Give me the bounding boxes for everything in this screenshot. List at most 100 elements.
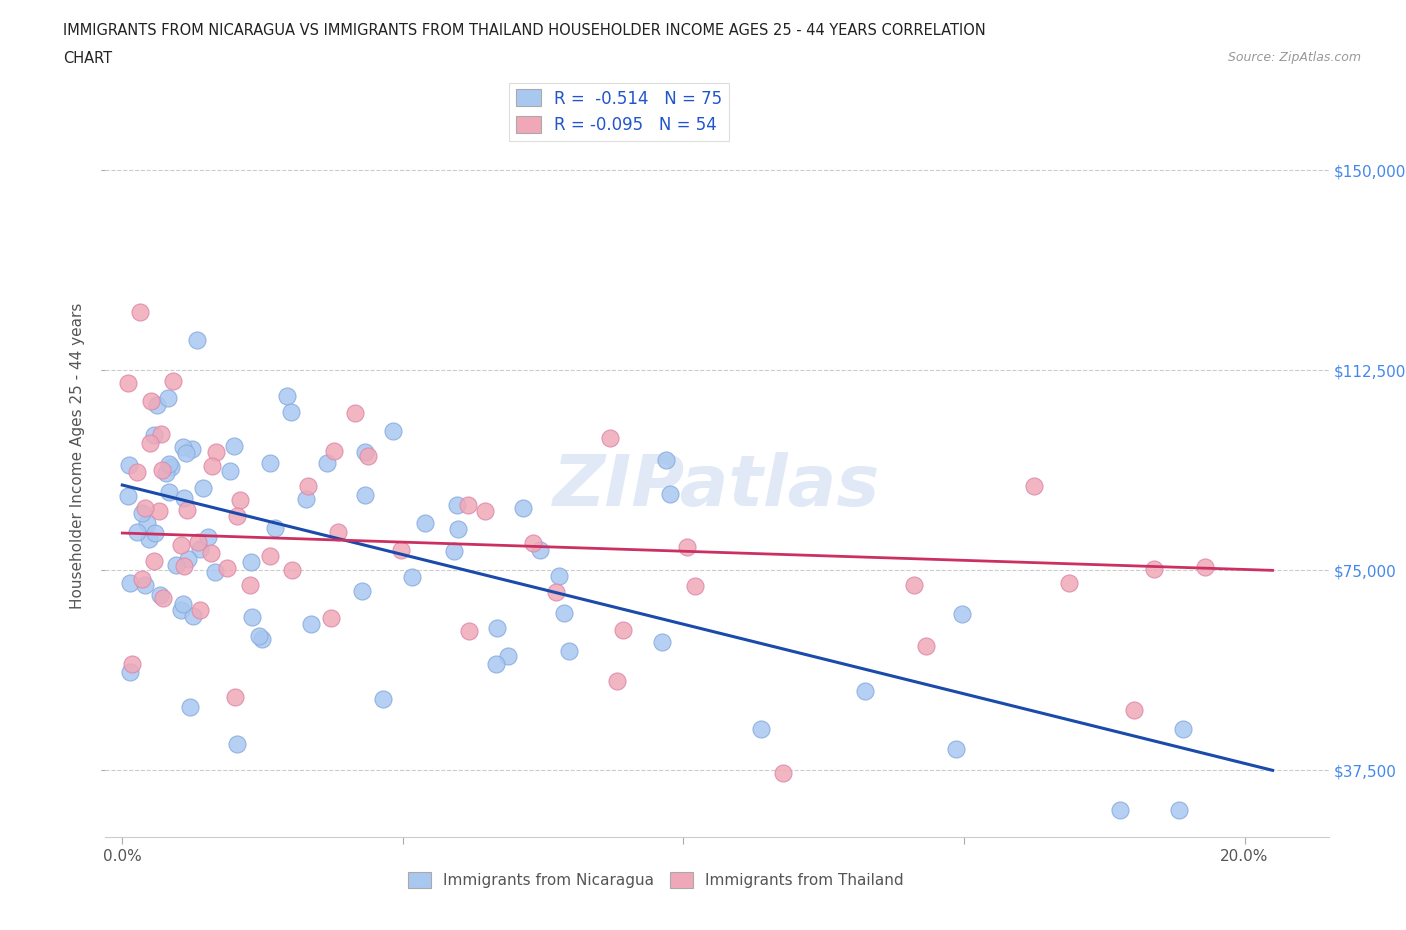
- Immigrants from Nicaragua: [239, 554, 262, 569]
- Immigrants from Nicaragua: [157, 457, 180, 472]
- Immigrants from Thailand: [134, 500, 156, 515]
- Immigrants from Nicaragua: [496, 649, 519, 664]
- Immigrants from Nicaragua: [159, 459, 181, 474]
- Immigrants from Nicaragua: [353, 445, 375, 459]
- Immigrants from Nicaragua: [186, 333, 208, 348]
- Immigrants from Nicaragua: [191, 481, 214, 496]
- Immigrants from Nicaragua: [259, 456, 281, 471]
- Immigrants from Thailand: [546, 585, 568, 600]
- Legend: Immigrants from Nicaragua, Immigrants from Thailand: Immigrants from Nicaragua, Immigrants fr…: [402, 866, 910, 894]
- Immigrants from Thailand: [205, 445, 228, 459]
- Text: ZIPatlas: ZIPatlas: [554, 452, 880, 521]
- Immigrants from Thailand: [357, 449, 380, 464]
- Immigrants from Nicaragua: [950, 606, 973, 621]
- Immigrants from Nicaragua: [240, 609, 263, 624]
- Immigrants from Thailand: [129, 304, 152, 319]
- Immigrants from Thailand: [226, 508, 249, 523]
- Immigrants from Nicaragua: [655, 453, 678, 468]
- Immigrants from Thailand: [187, 535, 209, 550]
- Immigrants from Thailand: [1022, 479, 1045, 494]
- Immigrants from Thailand: [125, 465, 148, 480]
- Immigrants from Nicaragua: [145, 397, 167, 412]
- Text: CHART: CHART: [63, 51, 112, 66]
- Immigrants from Thailand: [1123, 703, 1146, 718]
- Immigrants from Thailand: [150, 462, 173, 477]
- Immigrants from Nicaragua: [173, 490, 195, 505]
- Immigrants from Nicaragua: [155, 465, 177, 480]
- Immigrants from Nicaragua: [165, 558, 187, 573]
- Immigrants from Nicaragua: [443, 543, 465, 558]
- Immigrants from Thailand: [150, 426, 173, 441]
- Immigrants from Thailand: [903, 578, 925, 592]
- Immigrants from Nicaragua: [222, 438, 245, 453]
- Immigrants from Nicaragua: [658, 486, 681, 501]
- Immigrants from Nicaragua: [401, 569, 423, 584]
- Immigrants from Nicaragua: [381, 424, 404, 439]
- Immigrants from Nicaragua: [157, 485, 180, 499]
- Immigrants from Nicaragua: [485, 621, 508, 636]
- Immigrants from Nicaragua: [120, 576, 142, 591]
- Immigrants from Thailand: [675, 539, 697, 554]
- Immigrants from Thailand: [321, 611, 343, 626]
- Immigrants from Nicaragua: [512, 500, 534, 515]
- Text: Source: ZipAtlas.com: Source: ZipAtlas.com: [1227, 51, 1361, 64]
- Immigrants from Nicaragua: [169, 603, 191, 618]
- Immigrants from Nicaragua: [354, 487, 377, 502]
- Immigrants from Nicaragua: [247, 629, 270, 644]
- Immigrants from Thailand: [224, 689, 246, 704]
- Immigrants from Nicaragua: [276, 389, 298, 404]
- Immigrants from Thailand: [162, 373, 184, 388]
- Immigrants from Nicaragua: [350, 584, 373, 599]
- Immigrants from Nicaragua: [138, 531, 160, 546]
- Immigrants from Thailand: [474, 503, 496, 518]
- Immigrants from Nicaragua: [446, 498, 468, 512]
- Immigrants from Thailand: [457, 497, 479, 512]
- Immigrants from Thailand: [522, 536, 544, 551]
- Immigrants from Thailand: [176, 503, 198, 518]
- Immigrants from Thailand: [1057, 576, 1080, 591]
- Immigrants from Nicaragua: [853, 684, 876, 698]
- Immigrants from Nicaragua: [280, 405, 302, 419]
- Immigrants from Thailand: [239, 578, 262, 592]
- Immigrants from Thailand: [344, 405, 367, 420]
- Immigrants from Thailand: [215, 560, 238, 575]
- Immigrants from Nicaragua: [1173, 722, 1195, 737]
- Immigrants from Thailand: [599, 431, 621, 445]
- Immigrants from Nicaragua: [118, 665, 141, 680]
- Immigrants from Nicaragua: [447, 522, 470, 537]
- Immigrants from Nicaragua: [264, 520, 287, 535]
- Immigrants from Nicaragua: [134, 578, 156, 592]
- Immigrants from Nicaragua: [125, 525, 148, 539]
- Immigrants from Nicaragua: [179, 699, 201, 714]
- Immigrants from Thailand: [457, 623, 479, 638]
- Immigrants from Nicaragua: [945, 742, 967, 757]
- Immigrants from Nicaragua: [226, 737, 249, 751]
- Immigrants from Thailand: [914, 639, 936, 654]
- Immigrants from Thailand: [322, 444, 344, 458]
- Immigrants from Thailand: [117, 376, 139, 391]
- Immigrants from Nicaragua: [485, 657, 508, 671]
- Immigrants from Thailand: [131, 571, 153, 586]
- Immigrants from Nicaragua: [295, 492, 318, 507]
- Immigrants from Nicaragua: [117, 489, 139, 504]
- Immigrants from Nicaragua: [371, 691, 394, 706]
- Immigrants from Nicaragua: [181, 442, 204, 457]
- Immigrants from Thailand: [1143, 561, 1166, 576]
- Immigrants from Thailand: [297, 478, 319, 493]
- Y-axis label: Householder Income Ages 25 - 44 years: Householder Income Ages 25 - 44 years: [70, 302, 86, 609]
- Immigrants from Thailand: [259, 549, 281, 564]
- Immigrants from Thailand: [201, 458, 224, 473]
- Immigrants from Nicaragua: [547, 568, 569, 583]
- Immigrants from Nicaragua: [204, 565, 226, 579]
- Immigrants from Nicaragua: [651, 634, 673, 649]
- Immigrants from Nicaragua: [172, 597, 194, 612]
- Immigrants from Thailand: [148, 504, 170, 519]
- Immigrants from Nicaragua: [1109, 803, 1132, 817]
- Immigrants from Nicaragua: [135, 516, 157, 531]
- Immigrants from Nicaragua: [143, 525, 166, 540]
- Immigrants from Nicaragua: [413, 516, 436, 531]
- Immigrants from Nicaragua: [190, 541, 212, 556]
- Immigrants from Thailand: [1194, 560, 1216, 575]
- Immigrants from Thailand: [139, 393, 162, 408]
- Immigrants from Nicaragua: [219, 464, 242, 479]
